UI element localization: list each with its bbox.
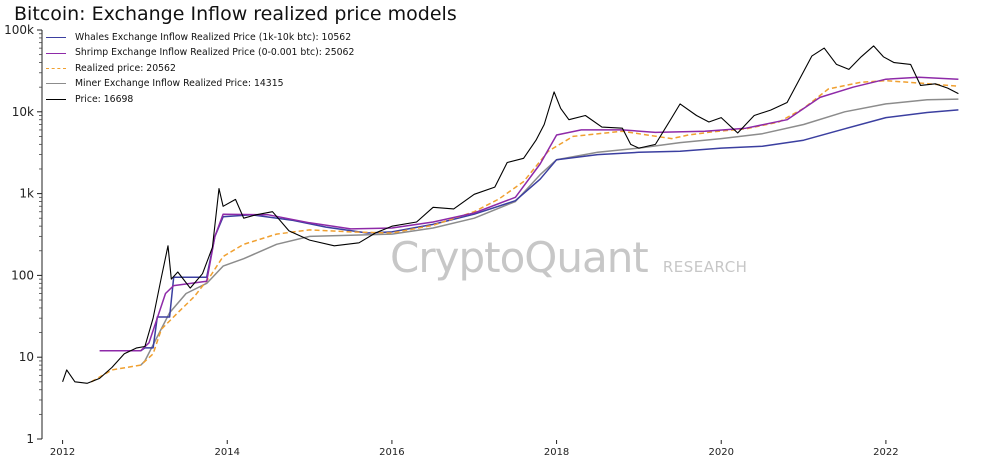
y-tick-label: 10 bbox=[19, 350, 34, 364]
legend-label: Price: 16698 bbox=[75, 93, 134, 105]
legend-swatch bbox=[46, 98, 66, 100]
legend-swatch bbox=[46, 68, 66, 70]
legend-item: Shrimp Exchange Inflow Realized Price (0… bbox=[46, 45, 354, 60]
x-tick-label: 2016 bbox=[379, 447, 404, 458]
legend-label: Shrimp Exchange Inflow Realized Price (0… bbox=[75, 47, 355, 59]
legend-label: Miner Exchange Inflow Realized Price: 14… bbox=[75, 78, 284, 90]
x-tick-label: 2020 bbox=[709, 447, 734, 458]
legend-label: Whales Exchange Inflow Realized Price (1… bbox=[75, 32, 352, 43]
y-axis-ticks: 1 10 100 1k 10k 100k bbox=[4, 23, 42, 446]
y-tick-label: 100 bbox=[11, 268, 34, 282]
series-line-0 bbox=[103, 109, 959, 352]
y-tick-label: 100k bbox=[4, 23, 34, 37]
legend-item: Whales Exchange Inflow Realized Price (1… bbox=[46, 30, 354, 45]
legend-item: Realized price: 20562 bbox=[46, 61, 354, 76]
legend-item: Price: 16698 bbox=[46, 92, 354, 107]
series-line-1 bbox=[99, 76, 959, 352]
legend: Whales Exchange Inflow Realized Price (1… bbox=[46, 30, 355, 108]
legend-swatch bbox=[46, 52, 66, 54]
legend-swatch bbox=[46, 37, 66, 39]
y-tick-label: 10k bbox=[12, 105, 34, 119]
x-axis-ticks: 2012 2014 2016 2018 2020 2022 bbox=[50, 440, 899, 458]
series-line-4 bbox=[62, 45, 959, 384]
y-tick-label: 1k bbox=[19, 187, 34, 201]
x-tick-label: 2012 bbox=[50, 447, 75, 458]
chart-title: Bitcoin: Exchange Inflow realized price … bbox=[14, 3, 457, 25]
x-tick-label: 2014 bbox=[215, 447, 240, 458]
series-line-2 bbox=[91, 79, 959, 383]
legend-label: Realized price: 20562 bbox=[75, 62, 176, 74]
legend-swatch bbox=[46, 83, 66, 85]
legend-item: Miner Exchange Inflow Realized Price: 14… bbox=[46, 76, 354, 91]
series-layer bbox=[62, 45, 959, 384]
x-tick-label: 2018 bbox=[544, 447, 569, 458]
x-tick-label: 2022 bbox=[873, 447, 898, 458]
series-line-3 bbox=[140, 98, 959, 366]
y-tick-label: 1 bbox=[26, 432, 34, 446]
